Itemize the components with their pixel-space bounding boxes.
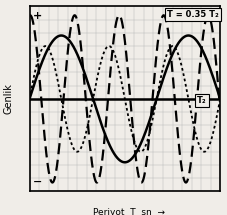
Text: T₂: T₂	[197, 96, 207, 105]
Text: Genlik: Genlik	[4, 83, 14, 114]
Text: T = 0.35 T₂: T = 0.35 T₂	[168, 10, 219, 19]
Text: +: +	[33, 11, 43, 21]
Text: Periyot  T  sn  →: Periyot T sn →	[93, 208, 165, 215]
Text: −: −	[33, 177, 43, 187]
